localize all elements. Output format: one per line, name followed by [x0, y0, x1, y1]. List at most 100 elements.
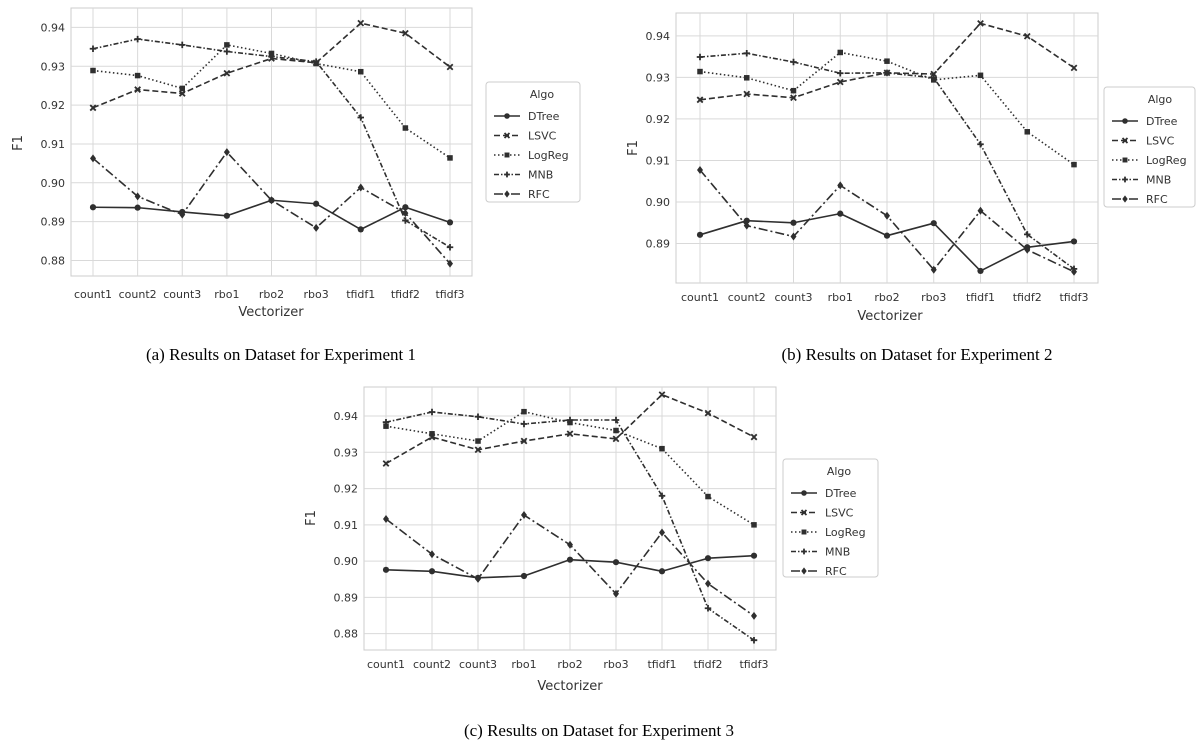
series-rfc [90, 148, 453, 268]
x-tick-label: rbo3 [603, 658, 628, 671]
legend-c: Algo DTree LSVC LogReg MNB RFC [782, 458, 879, 578]
x-tick-label: tfidf3 [435, 288, 464, 301]
data-point-lsvc [223, 69, 231, 77]
x-tick-label: tfidf2 [391, 288, 420, 301]
y-tick-label: 0.94 [334, 410, 359, 423]
data-point-rfc [357, 183, 364, 192]
data-point-logreg [1024, 129, 1030, 135]
data-point-dtree [520, 572, 528, 580]
series-rfc [697, 166, 1077, 276]
data-point-mnb [837, 69, 844, 77]
data-point-logreg [1071, 161, 1077, 168]
x-tick-label: tfidf2 [1013, 291, 1042, 304]
data-point-logreg [134, 72, 141, 79]
data-point-dtree [977, 267, 984, 275]
data-point-lsvc [401, 29, 409, 37]
x-tick-label: count2 [119, 288, 157, 301]
data-point-logreg [383, 423, 389, 429]
x-tick-label: rbo1 [214, 288, 239, 301]
y-tick-label: 0.94 [41, 21, 66, 34]
legend-marker-dtree [801, 490, 807, 496]
data-point-dtree [566, 556, 574, 563]
data-point-dtree [883, 232, 891, 239]
data-point-lsvc [446, 63, 454, 71]
data-point-rfc [930, 265, 937, 274]
data-point-dtree [612, 559, 620, 566]
data-point-lsvc [612, 435, 620, 443]
data-point-rfc [383, 515, 389, 524]
panel-c: 0.880.890.900.910.920.930.94 count1 count… [304, 386, 879, 740]
series-line-logreg [92, 44, 451, 159]
data-point-lsvc [790, 94, 797, 102]
data-point-dtree [428, 568, 436, 575]
data-point-logreg [447, 155, 453, 161]
y-tick-label: 0.90 [41, 177, 66, 190]
legend-label-dtree: DTree [1146, 115, 1178, 128]
series-mnb [696, 50, 1078, 273]
data-point-mnb [89, 45, 97, 53]
data-point-mnb [357, 114, 364, 121]
legend-label-rfc: RFC [1146, 193, 1168, 206]
legend-label-lsvc: LSVC [825, 507, 854, 520]
legend-title-b: Algo [1148, 93, 1173, 106]
data-point-rfc [223, 148, 230, 157]
data-point-mnb [743, 50, 750, 57]
legend-marker-logreg [504, 152, 510, 158]
x-ticks-c: count1 count2 count3 rbo1 rbo2 rbo3 tfidf1 tfid… [367, 658, 769, 671]
data-point-logreg [402, 125, 409, 131]
data-point-rfc [521, 511, 527, 520]
caption-c: (c) Results on Dataset for Experiment 3 [464, 721, 734, 740]
data-point-lsvc [178, 90, 186, 97]
x-axis-label-c: Vectorizer [537, 679, 603, 694]
x-tick-label: rbo2 [874, 291, 899, 304]
data-point-logreg [884, 58, 890, 64]
data-point-logreg [429, 431, 435, 437]
data-point-mnb [658, 492, 666, 500]
x-tick-label: rbo2 [259, 288, 284, 301]
data-point-mnb [977, 141, 984, 148]
x-tick-label: tfidf3 [739, 658, 768, 671]
data-point-mnb [428, 408, 436, 416]
data-point-mnb [930, 74, 937, 82]
legend-marker-dtree [1122, 118, 1128, 124]
data-point-rfc [1024, 245, 1031, 254]
data-point-logreg [90, 67, 96, 74]
data-point-mnb [382, 418, 390, 426]
y-tick-label: 0.91 [334, 519, 359, 532]
legend-marker-rfc [504, 190, 510, 198]
y-tick-label: 0.93 [41, 60, 66, 73]
data-point-mnb [566, 416, 574, 424]
legend-marker-lsvc [1121, 137, 1129, 144]
legend-marker-logreg [1122, 157, 1128, 163]
x-tick-label: count3 [459, 658, 497, 671]
data-point-logreg [977, 72, 984, 79]
y-tick-label: 0.90 [334, 555, 359, 568]
data-point-mnb [223, 48, 231, 55]
data-point-lsvc [89, 104, 97, 112]
data-point-dtree [743, 217, 750, 224]
x-tick-label: tfidf1 [966, 291, 995, 304]
legend-label-dtree: DTree [825, 487, 857, 500]
data-point-dtree [223, 212, 230, 219]
x-tick-label: count3 [774, 291, 812, 304]
data-point-lsvc [743, 90, 751, 98]
y-axis-label-c: F1 [304, 510, 319, 526]
y-tick-label: 0.91 [646, 154, 671, 167]
data-point-logreg [744, 75, 750, 81]
x-axis-label-b: Vectorizer [857, 309, 923, 324]
data-point-lsvc [134, 86, 142, 93]
y-tick-label: 0.89 [646, 238, 671, 251]
data-point-mnb [704, 605, 712, 612]
data-point-rfc [90, 154, 96, 163]
data-point-logreg [521, 408, 527, 415]
data-point-dtree [704, 555, 712, 562]
data-point-lsvc [696, 96, 704, 104]
grid-a [71, 8, 472, 276]
data-point-dtree [357, 226, 364, 233]
caption-b: (b) Results on Dataset for Experiment 2 [782, 345, 1053, 364]
x-tick-label: count1 [681, 291, 719, 304]
data-point-mnb [134, 35, 141, 43]
data-point-logreg [697, 68, 703, 75]
legend-title-a: Algo [530, 88, 555, 101]
